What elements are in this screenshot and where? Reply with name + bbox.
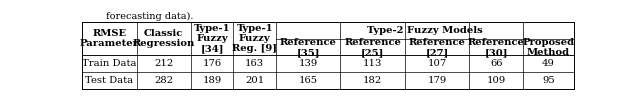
Bar [340, 39, 404, 56]
Bar [524, 72, 573, 89]
Text: forecasting data).: forecasting data). [106, 12, 193, 21]
Bar [469, 72, 524, 89]
Text: 182: 182 [363, 76, 382, 85]
Bar [83, 22, 573, 89]
Bar [234, 56, 276, 72]
Bar [469, 39, 524, 56]
Bar [191, 56, 234, 72]
Text: 201: 201 [245, 76, 264, 85]
Bar [83, 56, 136, 72]
Bar [136, 56, 191, 72]
Bar [191, 72, 234, 89]
Text: 95: 95 [542, 76, 555, 85]
Bar [524, 56, 573, 72]
Bar [191, 22, 234, 56]
Text: Reference
[25]: Reference [25] [344, 38, 401, 57]
Text: 282: 282 [154, 76, 173, 85]
Text: Proposed
Method: Proposed Method [522, 38, 575, 57]
Text: Type-2 Fuzzy Models: Type-2 Fuzzy Models [367, 26, 483, 35]
Text: 66: 66 [490, 59, 502, 68]
Bar [469, 56, 524, 72]
Text: 165: 165 [299, 76, 318, 85]
Bar [276, 22, 573, 39]
Bar [524, 39, 573, 56]
Text: RMSE
Parameter: RMSE Parameter [80, 29, 139, 48]
Text: 212: 212 [154, 59, 173, 68]
Text: 107: 107 [428, 59, 447, 68]
Bar [404, 56, 469, 72]
Bar [234, 22, 276, 56]
Bar [276, 72, 340, 89]
Text: 163: 163 [245, 59, 264, 68]
Text: Reference
[30]: Reference [30] [468, 38, 525, 57]
Text: 109: 109 [486, 76, 506, 85]
Text: Train Data: Train Data [82, 59, 137, 68]
Bar [340, 72, 404, 89]
Text: Type-1
Fuzzy
[34]: Type-1 Fuzzy [34] [194, 24, 230, 53]
Text: 139: 139 [299, 59, 318, 68]
Bar [340, 56, 404, 72]
Text: 179: 179 [428, 76, 447, 85]
Text: 113: 113 [363, 59, 382, 68]
Text: Type-1
Fuzzy
Reg. [9]: Type-1 Fuzzy Reg. [9] [232, 24, 277, 53]
Text: 176: 176 [203, 59, 221, 68]
Bar [136, 22, 191, 56]
Bar [404, 72, 469, 89]
Text: 49: 49 [542, 59, 555, 68]
Bar [136, 72, 191, 89]
Bar [404, 39, 469, 56]
Text: Reference
[27]: Reference [27] [408, 38, 465, 57]
Bar [276, 39, 340, 56]
Bar [234, 72, 276, 89]
Bar [83, 72, 136, 89]
Text: Classic
Regression: Classic Regression [132, 29, 195, 48]
Bar [83, 22, 136, 56]
Text: 189: 189 [202, 76, 222, 85]
Bar [276, 56, 340, 72]
Text: Test Data: Test Data [85, 76, 134, 85]
Text: Reference
[35]: Reference [35] [280, 38, 337, 57]
